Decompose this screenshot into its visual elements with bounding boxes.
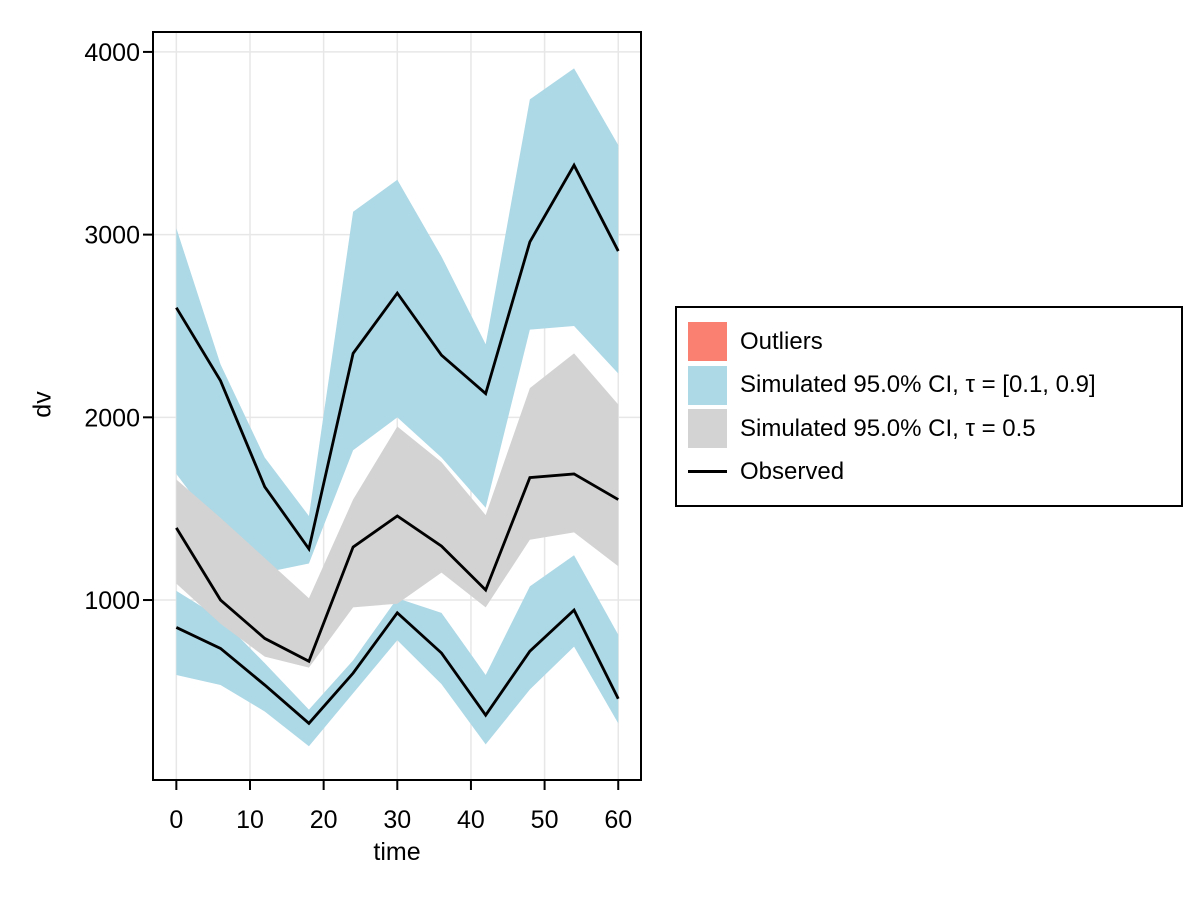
ci-50-swatch-icon — [688, 409, 727, 448]
y-tick-label: 1000 — [84, 587, 140, 615]
legend-item-observed: Observed — [688, 453, 1171, 491]
x-tick-label: 60 — [604, 806, 632, 834]
legend-item-ci-90: Simulated 95.0% CI, τ = [0.1, 0.9] — [688, 365, 1171, 405]
x-tick-label: 10 — [236, 806, 264, 834]
legend-box: Outliers Simulated 95.0% CI, τ = [0.1, 0… — [675, 306, 1183, 507]
x-tick-label: 20 — [310, 806, 338, 834]
x-tick-label: 40 — [457, 806, 485, 834]
legend-label-observed: Observed — [740, 457, 845, 485]
legend-item-ci-50: Simulated 95.0% CI, τ = 0.5 — [688, 409, 1171, 448]
legend-label-outliers: Outliers — [740, 327, 823, 355]
ci-band — [176, 68, 619, 573]
legend-label-ci-90: Simulated 95.0% CI, τ = [0.1, 0.9] — [740, 371, 1096, 398]
y-tick-label: 4000 — [84, 39, 140, 67]
ci-band — [176, 353, 619, 668]
x-tick-label: 30 — [383, 806, 411, 834]
plot-frame — [152, 31, 642, 781]
ci-band — [176, 555, 619, 747]
ci-90-swatch-icon — [688, 365, 727, 405]
x-axis-title: time — [373, 838, 421, 866]
observed-line-sample-icon — [688, 470, 727, 473]
observed-line — [175, 472, 619, 664]
y-axis-title: dv — [28, 391, 57, 418]
legend-item-outliers: Outliers — [688, 322, 1171, 361]
x-tick-label: 50 — [531, 806, 559, 834]
legend-label-ci-50: Simulated 95.0% CI, τ = 0.5 — [740, 414, 1036, 442]
observed-line — [175, 162, 620, 553]
x-tick-label: 0 — [169, 806, 183, 834]
y-tick-label: 3000 — [84, 222, 140, 250]
y-tick-label: 2000 — [84, 404, 140, 432]
outliers-swatch-icon — [688, 322, 727, 361]
observed-line — [175, 607, 620, 726]
